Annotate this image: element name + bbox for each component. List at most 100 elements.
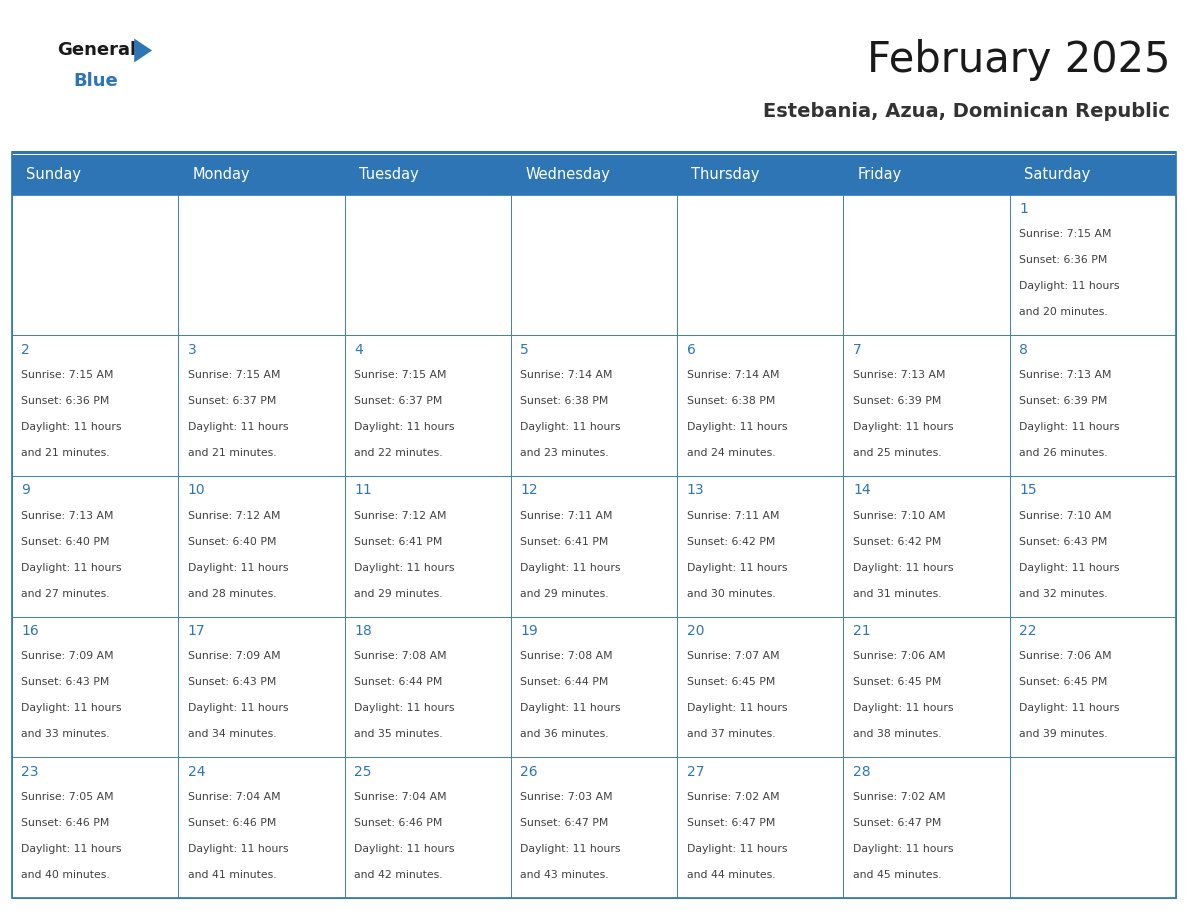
Bar	[1010, 195, 1176, 335]
Bar	[511, 335, 677, 476]
Text: 6: 6	[687, 342, 695, 356]
Text: and 37 minutes.: and 37 minutes.	[687, 729, 776, 739]
Bar	[511, 757, 677, 898]
Text: Sunrise: 7:06 AM: Sunrise: 7:06 AM	[1019, 651, 1112, 661]
Bar	[511, 476, 677, 617]
Text: Daylight: 11 hours: Daylight: 11 hours	[21, 563, 122, 573]
Bar	[178, 757, 345, 898]
Text: 2: 2	[21, 342, 30, 356]
Text: Monday: Monday	[192, 167, 251, 183]
Text: and 21 minutes.: and 21 minutes.	[188, 448, 277, 458]
Text: and 20 minutes.: and 20 minutes.	[1019, 308, 1108, 318]
Text: Daylight: 11 hours: Daylight: 11 hours	[853, 422, 954, 432]
Text: Daylight: 11 hours: Daylight: 11 hours	[1019, 703, 1120, 713]
Text: Daylight: 11 hours: Daylight: 11 hours	[21, 844, 122, 854]
Text: and 28 minutes.: and 28 minutes.	[188, 588, 277, 599]
Bar	[12, 757, 178, 898]
Text: 13: 13	[687, 483, 704, 498]
Text: Daylight: 11 hours: Daylight: 11 hours	[354, 422, 455, 432]
Text: Sunset: 6:43 PM: Sunset: 6:43 PM	[188, 677, 276, 688]
Bar	[843, 617, 1010, 757]
Text: Sunrise: 7:12 AM: Sunrise: 7:12 AM	[354, 510, 447, 521]
Text: Sunrise: 7:05 AM: Sunrise: 7:05 AM	[21, 792, 114, 802]
Text: Sunrise: 7:11 AM: Sunrise: 7:11 AM	[687, 510, 779, 521]
Text: Daylight: 11 hours: Daylight: 11 hours	[853, 563, 954, 573]
Text: Sunset: 6:46 PM: Sunset: 6:46 PM	[354, 818, 442, 828]
Polygon shape	[134, 39, 152, 62]
Text: Daylight: 11 hours: Daylight: 11 hours	[853, 844, 954, 854]
Bar	[12, 617, 178, 757]
Text: 3: 3	[188, 342, 196, 356]
Text: Sunset: 6:39 PM: Sunset: 6:39 PM	[853, 396, 941, 406]
Text: Daylight: 11 hours: Daylight: 11 hours	[188, 844, 289, 854]
Text: February 2025: February 2025	[867, 39, 1170, 81]
Bar	[345, 335, 511, 476]
Text: 21: 21	[853, 624, 871, 638]
Text: 8: 8	[1019, 342, 1028, 356]
Text: Sunset: 6:36 PM: Sunset: 6:36 PM	[21, 396, 109, 406]
Text: Sunset: 6:47 PM: Sunset: 6:47 PM	[520, 818, 608, 828]
Text: 18: 18	[354, 624, 372, 638]
Bar	[1010, 617, 1176, 757]
Text: 19: 19	[520, 624, 538, 638]
Text: Thursday: Thursday	[691, 167, 760, 183]
Bar	[1010, 757, 1176, 898]
Text: Sunrise: 7:02 AM: Sunrise: 7:02 AM	[687, 792, 779, 802]
Bar	[12, 152, 1176, 154]
Text: Sunset: 6:44 PM: Sunset: 6:44 PM	[520, 677, 608, 688]
Text: Sunset: 6:42 PM: Sunset: 6:42 PM	[853, 537, 941, 547]
Text: 16: 16	[21, 624, 39, 638]
Text: Sunrise: 7:15 AM: Sunrise: 7:15 AM	[1019, 230, 1112, 240]
Text: 26: 26	[520, 765, 538, 778]
Bar	[511, 617, 677, 757]
Bar	[843, 757, 1010, 898]
Text: Sunset: 6:46 PM: Sunset: 6:46 PM	[188, 818, 276, 828]
Text: and 40 minutes.: and 40 minutes.	[21, 870, 110, 880]
Text: Daylight: 11 hours: Daylight: 11 hours	[687, 422, 788, 432]
Text: 7: 7	[853, 342, 861, 356]
Text: Daylight: 11 hours: Daylight: 11 hours	[21, 703, 122, 713]
Text: and 24 minutes.: and 24 minutes.	[687, 448, 776, 458]
Bar	[345, 195, 511, 335]
Bar	[843, 195, 1010, 335]
Text: Sunrise: 7:04 AM: Sunrise: 7:04 AM	[354, 792, 447, 802]
Text: Sunrise: 7:10 AM: Sunrise: 7:10 AM	[1019, 510, 1112, 521]
Text: and 34 minutes.: and 34 minutes.	[188, 729, 277, 739]
Text: Sunset: 6:37 PM: Sunset: 6:37 PM	[188, 396, 276, 406]
Text: and 26 minutes.: and 26 minutes.	[1019, 448, 1108, 458]
Text: Sunrise: 7:04 AM: Sunrise: 7:04 AM	[188, 792, 280, 802]
Text: Daylight: 11 hours: Daylight: 11 hours	[853, 703, 954, 713]
Text: Daylight: 11 hours: Daylight: 11 hours	[687, 703, 788, 713]
Text: Sunset: 6:37 PM: Sunset: 6:37 PM	[354, 396, 442, 406]
Text: Sunset: 6:47 PM: Sunset: 6:47 PM	[687, 818, 775, 828]
Text: and 33 minutes.: and 33 minutes.	[21, 729, 110, 739]
Text: Sunset: 6:36 PM: Sunset: 6:36 PM	[1019, 255, 1107, 265]
Text: Tuesday: Tuesday	[359, 167, 418, 183]
Text: Sunrise: 7:02 AM: Sunrise: 7:02 AM	[853, 792, 946, 802]
Text: Sunrise: 7:13 AM: Sunrise: 7:13 AM	[1019, 370, 1112, 380]
Text: and 39 minutes.: and 39 minutes.	[1019, 729, 1108, 739]
Bar	[12, 155, 1176, 195]
Text: Sunset: 6:41 PM: Sunset: 6:41 PM	[354, 537, 442, 547]
Text: Daylight: 11 hours: Daylight: 11 hours	[188, 422, 289, 432]
Text: 4: 4	[354, 342, 362, 356]
Text: General: General	[57, 41, 137, 60]
Text: and 42 minutes.: and 42 minutes.	[354, 870, 443, 880]
Text: Sunrise: 7:14 AM: Sunrise: 7:14 AM	[687, 370, 779, 380]
Text: 28: 28	[853, 765, 871, 778]
Text: Sunrise: 7:08 AM: Sunrise: 7:08 AM	[520, 651, 613, 661]
Bar	[178, 335, 345, 476]
Text: 5: 5	[520, 342, 529, 356]
Text: Sunrise: 7:15 AM: Sunrise: 7:15 AM	[354, 370, 447, 380]
Text: 24: 24	[188, 765, 206, 778]
Text: Sunset: 6:38 PM: Sunset: 6:38 PM	[687, 396, 775, 406]
Text: and 25 minutes.: and 25 minutes.	[853, 448, 942, 458]
Bar	[677, 617, 843, 757]
Text: Sunrise: 7:03 AM: Sunrise: 7:03 AM	[520, 792, 613, 802]
Bar	[178, 195, 345, 335]
Text: Sunrise: 7:11 AM: Sunrise: 7:11 AM	[520, 510, 613, 521]
Text: Sunset: 6:40 PM: Sunset: 6:40 PM	[21, 537, 109, 547]
Text: Sunset: 6:45 PM: Sunset: 6:45 PM	[687, 677, 775, 688]
Bar	[677, 335, 843, 476]
Bar	[677, 195, 843, 335]
